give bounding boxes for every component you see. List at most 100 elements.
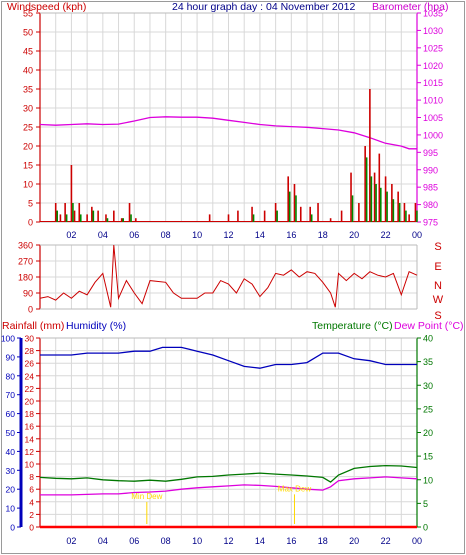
temperature-tick-label: 30: [423, 381, 433, 391]
bottom-x-tick-label: 12: [223, 536, 233, 546]
rainfall-tick-label: 0: [29, 523, 34, 533]
humidity-tick-label: 90: [6, 352, 16, 362]
wind-x-tick-label: 16: [286, 230, 296, 240]
humidity-tick-label: 50: [6, 428, 16, 438]
baro-right-tick-label: 1020: [423, 61, 443, 71]
temperature-line: [39, 464, 418, 483]
compass-label: E: [434, 261, 441, 273]
rainfall-tick-label: 4: [29, 497, 34, 507]
humidity-tick-label: 70: [6, 390, 16, 400]
baro-right-tick-label: 1000: [423, 130, 443, 140]
wind-left-tick-label: 25: [23, 123, 33, 133]
wind-left-tick-label: 35: [23, 85, 33, 95]
temperature-tick-label: 0: [423, 523, 428, 533]
humidity-tick-label: 100: [1, 334, 15, 344]
temperature-tick-label: 10: [423, 475, 433, 485]
wind-panel-data: [39, 89, 418, 222]
baro-right-tick-label: 1015: [423, 78, 443, 88]
temperature-tick-label: 5: [423, 499, 428, 509]
rainfall-tick-label: 20: [25, 397, 35, 407]
bottom-x-tick-label: 02: [66, 536, 76, 546]
rainfall-tick-label: 8: [29, 472, 34, 482]
bottom-x-tick-label: 04: [98, 536, 108, 546]
bottom-x-tick-label: 18: [318, 536, 328, 546]
humidity-tick-label: 20: [6, 485, 16, 495]
max-dew-label: Max Dew: [278, 484, 312, 493]
temperature-tick-label: 15: [423, 452, 433, 462]
bottom-panel-grid: [40, 338, 417, 527]
rainfall-tick-label: 2: [29, 510, 34, 520]
direction-panel-data: [39, 244, 418, 308]
temperature-tick-label: 25: [423, 404, 433, 414]
bottom-x-tick-label: 16: [286, 536, 296, 546]
wind-left-tick-label: 15: [23, 161, 33, 171]
temperature-tick-label: 20: [423, 428, 433, 438]
windspeed-label: Windspeed (kph): [7, 1, 86, 13]
humidity-label: Humidity (%): [66, 320, 126, 332]
wind-left-tick-label: 30: [23, 104, 33, 114]
compass-label: S: [434, 310, 441, 322]
direction-tick-label: 270: [18, 257, 33, 267]
wind-left-tick-label: 0: [28, 218, 33, 228]
wind-left-tick-label: 55: [23, 9, 33, 19]
dewpoint-label: Dew Point (°C): [394, 320, 464, 332]
bottom-x-tick-label: 06: [129, 536, 139, 546]
humidity-tick-label: 60: [6, 409, 16, 419]
humidity-tick-label: 10: [6, 504, 16, 514]
wind-left-tick-label: 10: [23, 180, 33, 190]
compass-label: N: [434, 280, 442, 292]
direction-tick-label: 0: [28, 305, 33, 315]
rainfall-tick-label: 28: [25, 346, 35, 356]
rainfall-tick-label: 30: [25, 334, 35, 344]
bottom-x-tick-label: 10: [192, 536, 202, 546]
compass-label: S: [434, 241, 441, 253]
humidity-line: [40, 346, 417, 369]
baro-right-tick-label: 1030: [423, 26, 443, 36]
wind-x-tick-label: 00: [412, 230, 422, 240]
wind-left-tick-label: 40: [23, 66, 33, 76]
barometer-label: Barometer (hpa): [372, 1, 448, 13]
baro-right-tick-label: 985: [423, 183, 438, 193]
wind-panel-axes: 0510152025303540455055975980985990995100…: [23, 9, 443, 241]
wind-left-tick-label: 45: [23, 47, 33, 57]
wind-x-tick-label: 22: [381, 230, 391, 240]
baro-right-tick-label: 1025: [423, 43, 443, 53]
baro-right-tick-label: 980: [423, 200, 438, 210]
baro-right-tick-label: 990: [423, 165, 438, 175]
rainfall-tick-label: 26: [25, 359, 35, 369]
direction-tick-label: 180: [18, 273, 33, 283]
wind-left-tick-label: 20: [23, 142, 33, 152]
wind-direction-line: [39, 244, 418, 308]
rainfall-tick-label: 12: [25, 447, 35, 457]
dewpoint-line: [40, 476, 418, 496]
bottom-panel-data: Min Dew Max Dew: [39, 346, 418, 529]
bottom-x-tick-label: 00: [412, 536, 422, 546]
temperature-tick-label: 35: [423, 357, 433, 367]
chart-title: 24 hour graph day : 04 November 2012: [172, 1, 355, 13]
wind-x-tick-label: 10: [192, 230, 202, 240]
bottom-panel-axes: 0246810121416182022242628300102030405060…: [1, 334, 433, 547]
bottom-x-tick-label: 20: [349, 536, 359, 546]
bottom-x-tick-label: 08: [161, 536, 171, 546]
baro-right-tick-label: 975: [423, 218, 438, 228]
humidity-tick-label: 80: [6, 371, 16, 381]
wind-left-tick-label: 50: [23, 28, 33, 38]
rainfall-tick-label: 14: [25, 434, 35, 444]
baro-right-tick-label: 1035: [423, 9, 443, 19]
rainfall-tick-label: 18: [25, 409, 35, 419]
compass-label: W: [433, 294, 444, 306]
humidity-tick-label: 40: [6, 447, 16, 457]
humidity-tick-label: 30: [6, 466, 16, 476]
baro-right-tick-label: 1010: [423, 96, 443, 106]
wind-x-tick-label: 14: [255, 230, 265, 240]
bottom-x-tick-label: 22: [381, 536, 391, 546]
min-dew-label: Min Dew: [131, 492, 162, 501]
wind-x-tick-label: 20: [349, 230, 359, 240]
rainfall-tick-label: 16: [25, 422, 35, 432]
rainfall-label: Rainfall (mm): [2, 320, 64, 332]
baro-right-tick-label: 1005: [423, 113, 443, 123]
